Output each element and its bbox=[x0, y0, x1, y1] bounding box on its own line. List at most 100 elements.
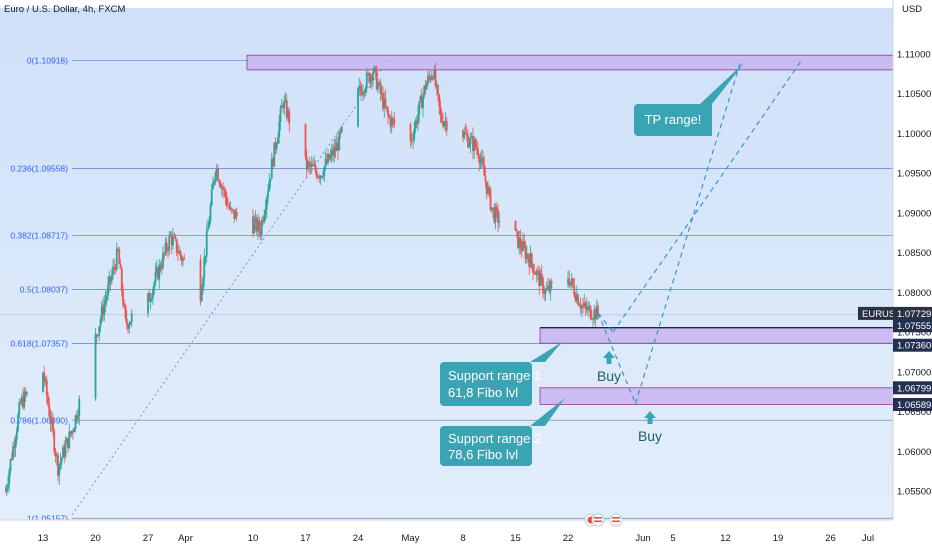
symbol-tag[interactable] bbox=[858, 306, 893, 320]
candle-body bbox=[462, 130, 464, 138]
support-range-2-zone[interactable] bbox=[539, 387, 894, 405]
level-tag[interactable] bbox=[893, 319, 932, 333]
level-tag[interactable] bbox=[893, 397, 932, 411]
candle-body bbox=[19, 402, 22, 404]
candle-body bbox=[389, 117, 392, 127]
candle-body bbox=[310, 164, 313, 167]
support1-callout[interactable]: Support range 1 61,8 Fibo lvl bbox=[440, 342, 562, 406]
projection-path-2 bbox=[597, 312, 614, 333]
candle-body bbox=[183, 258, 186, 260]
candle-body bbox=[469, 137, 472, 145]
buy-marker-1[interactable]: Buy bbox=[597, 351, 621, 384]
candle-body bbox=[575, 294, 578, 301]
candle-body bbox=[97, 335, 99, 337]
level-tag[interactable] bbox=[893, 338, 932, 352]
time-tick-label: 19 bbox=[773, 533, 784, 544]
candle-body bbox=[77, 416, 79, 420]
candle-body bbox=[573, 285, 576, 296]
candle-body bbox=[304, 123, 307, 158]
candle-body bbox=[473, 139, 476, 151]
candle-body bbox=[367, 72, 369, 74]
buy-marker-2[interactable]: Buy bbox=[638, 411, 662, 444]
candle-body bbox=[525, 253, 528, 259]
candle-body bbox=[42, 372, 44, 393]
candle-body bbox=[218, 180, 221, 184]
candle-body bbox=[58, 464, 61, 476]
price-axis-bg[interactable] bbox=[893, 0, 932, 550]
candle-body bbox=[47, 395, 49, 405]
candle-body bbox=[68, 431, 71, 448]
candle-body bbox=[99, 319, 102, 327]
callouts: TP range! Support range 1 61,8 Fibo lvl … bbox=[440, 62, 745, 466]
candle-body bbox=[497, 209, 499, 223]
fib-label: 1(1.05157) bbox=[27, 513, 68, 523]
time-axis-ticks: 13 20 27 Apr 10 17 24 May 8 15 22 Jun 5 12 19 26 Jul bbox=[38, 533, 874, 544]
support2-callout[interactable]: Support range 2 78,6 Fibo lvl bbox=[440, 398, 565, 466]
time-tick-label: 8 bbox=[460, 533, 465, 544]
candle-body bbox=[179, 250, 182, 256]
candle-body bbox=[202, 278, 204, 291]
candle-body bbox=[498, 220, 501, 223]
candle-body bbox=[314, 164, 317, 172]
candle-body bbox=[13, 446, 16, 448]
us-flag-stripe-icon-3 bbox=[612, 517, 620, 519]
candle-body bbox=[229, 208, 232, 209]
candle-body bbox=[515, 230, 518, 232]
candle-body bbox=[167, 250, 169, 252]
candle-body bbox=[65, 438, 68, 445]
candle-body bbox=[275, 143, 278, 149]
candle-body bbox=[523, 241, 526, 247]
candle-body bbox=[274, 142, 277, 149]
candle-body bbox=[328, 154, 331, 160]
candle-body bbox=[125, 318, 128, 325]
projection-lines bbox=[597, 61, 801, 404]
tp-range-zone[interactable] bbox=[246, 54, 894, 71]
fib-label: 0.786(1.06390) bbox=[10, 415, 68, 425]
economic-events[interactable] bbox=[584, 513, 623, 527]
candle-body bbox=[207, 227, 209, 231]
candle-body bbox=[4, 491, 7, 492]
candle-body bbox=[23, 391, 26, 408]
candle-body bbox=[434, 69, 437, 87]
candle-body bbox=[309, 163, 312, 167]
candle-body bbox=[483, 165, 486, 176]
candle-body bbox=[164, 242, 167, 253]
support-range-1-zone[interactable] bbox=[539, 327, 894, 344]
candle-body bbox=[567, 278, 569, 284]
candle-body bbox=[527, 253, 529, 259]
candle-body bbox=[52, 419, 54, 432]
candle-body bbox=[57, 455, 59, 476]
candle-body bbox=[180, 255, 183, 261]
candle-body bbox=[545, 288, 548, 291]
tp-callout[interactable]: TP range! bbox=[634, 62, 745, 136]
candle-body bbox=[415, 120, 418, 124]
us-flag-icon[interactable] bbox=[591, 513, 605, 527]
candle-body bbox=[123, 304, 126, 306]
candle-body bbox=[100, 306, 103, 320]
candle-body bbox=[160, 267, 163, 269]
candle-body bbox=[383, 98, 386, 109]
candle-body bbox=[574, 295, 577, 301]
time-axis-bg[interactable] bbox=[0, 520, 932, 550]
candle-body bbox=[260, 220, 263, 235]
candle-body bbox=[519, 237, 522, 248]
fib-label: 0(1.10918) bbox=[27, 56, 68, 66]
candle-body bbox=[163, 252, 166, 254]
fib-levels: 0(1.10918) 0.236(1.09558) 0.382(1.08717) 0.… bbox=[0, 56, 893, 523]
candle-body bbox=[517, 231, 519, 248]
candle-body bbox=[468, 144, 471, 148]
currency-label[interactable]: USD bbox=[902, 4, 922, 15]
candle-body bbox=[538, 271, 541, 287]
candle-body bbox=[44, 379, 47, 382]
us-flag-icon-2[interactable] bbox=[609, 513, 623, 527]
candle-body bbox=[9, 459, 12, 471]
candle-body bbox=[472, 136, 474, 151]
candle-body bbox=[219, 183, 222, 188]
candle-body bbox=[203, 257, 206, 279]
level-tag[interactable] bbox=[893, 381, 932, 395]
symbol-tag-label: EURUSD bbox=[862, 309, 902, 320]
candle-body bbox=[173, 236, 176, 238]
candle-body bbox=[464, 132, 467, 134]
